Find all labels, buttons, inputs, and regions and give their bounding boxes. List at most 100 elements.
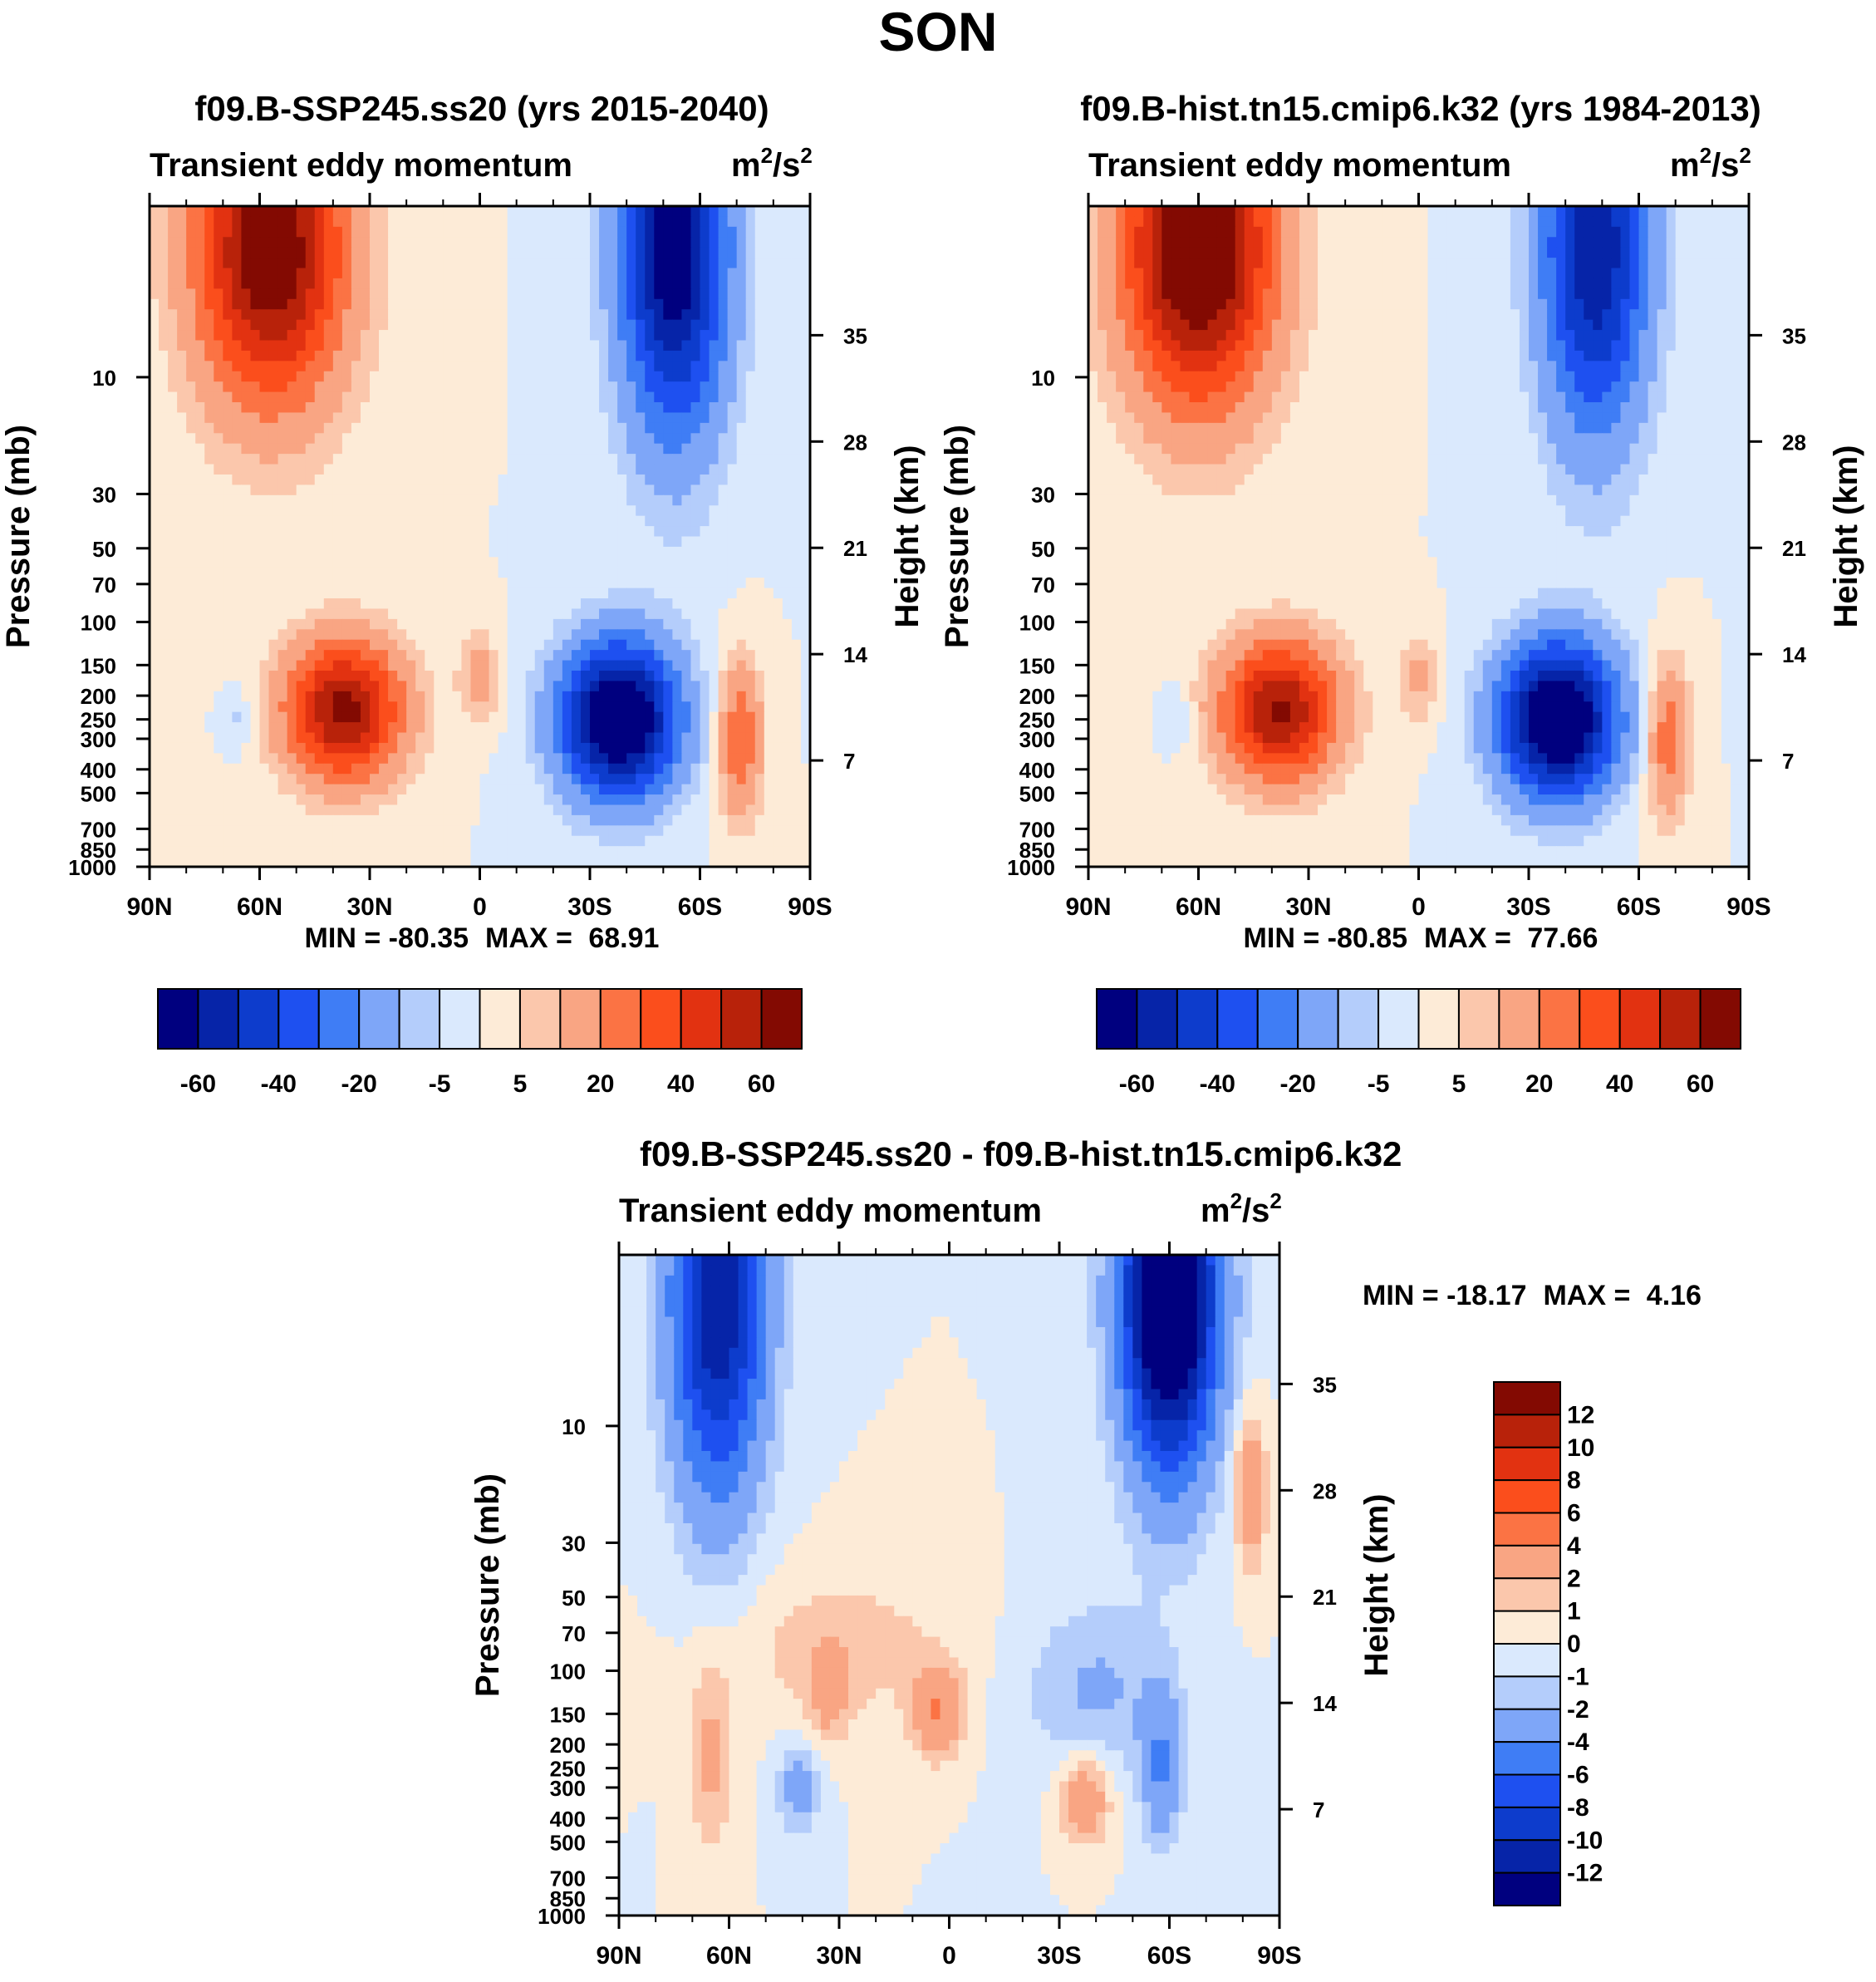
contour-cell xyxy=(690,391,701,403)
contour-cell xyxy=(672,340,683,352)
contour-cell xyxy=(617,804,627,816)
contour-cell xyxy=(700,536,710,548)
contour-cell xyxy=(672,784,683,795)
contour-cell xyxy=(214,319,223,331)
contour-cell xyxy=(498,319,508,331)
contour-cell xyxy=(773,433,783,445)
contour-cell xyxy=(479,237,490,248)
contour-cell xyxy=(516,629,527,641)
contour-cell xyxy=(1098,237,1107,248)
contour-cell xyxy=(507,660,518,671)
contour-cell xyxy=(617,206,627,218)
contour-cell xyxy=(654,216,664,228)
contour-cell xyxy=(1382,216,1392,228)
contour-cell xyxy=(590,639,600,651)
contour-cell xyxy=(470,330,481,342)
contour-cell xyxy=(168,804,178,816)
contour-cell xyxy=(360,216,371,228)
contour-cell xyxy=(332,618,343,630)
contour-cell xyxy=(672,753,683,765)
contour-cell xyxy=(1262,206,1273,218)
contour-cell xyxy=(1675,206,1686,218)
contour-cell xyxy=(268,443,279,455)
contour-cell xyxy=(562,340,572,352)
contour-cell xyxy=(507,557,518,568)
contour-cell xyxy=(736,494,747,506)
contour-cell xyxy=(268,763,279,775)
contour-cell xyxy=(452,319,463,331)
contour-cell xyxy=(516,784,527,795)
contour-cell xyxy=(672,608,683,620)
contour-cell xyxy=(782,278,793,289)
contour-cell xyxy=(590,258,600,269)
contour-cell xyxy=(168,330,178,342)
contour-cell xyxy=(268,371,279,382)
contour-cell xyxy=(727,856,738,868)
contour-cell xyxy=(626,391,636,403)
contour-cell xyxy=(672,701,683,713)
contour-cell xyxy=(415,402,425,414)
contour-cell xyxy=(168,381,178,393)
contour-cell xyxy=(470,660,481,671)
contour-cell xyxy=(718,454,729,465)
contour-cell xyxy=(754,722,765,734)
contour-cell xyxy=(323,412,334,424)
contour-cell xyxy=(580,402,591,414)
contour-cell xyxy=(360,206,371,218)
contour-cell xyxy=(800,722,811,734)
contour-cell xyxy=(754,258,765,269)
contour-cell xyxy=(1500,237,1511,248)
contour-cell xyxy=(617,391,627,403)
contour-cell xyxy=(700,588,710,599)
contour-cell xyxy=(791,278,802,289)
contour-cell xyxy=(754,732,765,744)
contour-cell xyxy=(296,804,307,816)
contour-cell xyxy=(351,206,361,218)
contour-cell xyxy=(332,298,343,310)
contour-cell xyxy=(241,701,252,713)
contour-cell xyxy=(654,711,664,723)
contour-cell xyxy=(195,536,205,548)
contour-cell xyxy=(214,681,223,692)
contour-cell xyxy=(232,722,243,734)
contour-cell xyxy=(223,216,233,228)
contour-cell xyxy=(287,536,297,548)
contour-cell xyxy=(709,381,719,393)
contour-cell xyxy=(232,763,243,775)
contour-cell xyxy=(204,309,214,321)
contour-cell xyxy=(489,443,499,455)
contour-cell xyxy=(443,670,453,681)
contour-cell xyxy=(150,681,160,692)
contour-cell xyxy=(663,732,673,744)
contour-cell xyxy=(250,206,261,218)
contour-cell xyxy=(379,650,389,661)
contour-cell xyxy=(590,350,600,361)
contour-cell xyxy=(754,825,765,837)
contour-cell xyxy=(773,639,783,651)
contour-cell xyxy=(241,309,252,321)
contour-cell xyxy=(159,361,169,372)
contour-cell xyxy=(341,288,352,300)
contour-cell xyxy=(397,557,407,568)
contour-cell xyxy=(654,650,664,661)
contour-cell xyxy=(204,598,214,610)
contour-cell xyxy=(323,588,334,599)
contour-cell xyxy=(1280,216,1291,228)
contour-cell xyxy=(287,691,297,702)
contour-cell xyxy=(259,578,270,589)
contour-cell xyxy=(168,650,178,661)
contour-cell xyxy=(277,319,288,331)
contour-cell xyxy=(562,505,572,517)
contour-cell xyxy=(489,278,499,289)
contour-cell xyxy=(305,237,316,248)
contour-cell xyxy=(608,650,618,661)
contour-cell xyxy=(177,763,187,775)
contour-cell xyxy=(388,618,398,630)
contour-cell xyxy=(186,402,196,414)
contour-cell xyxy=(415,629,425,641)
contour-cell xyxy=(663,381,673,393)
contour-cell xyxy=(150,226,160,238)
contour-cell xyxy=(370,557,380,568)
contour-cell xyxy=(360,650,371,661)
contour-cell xyxy=(470,742,481,754)
